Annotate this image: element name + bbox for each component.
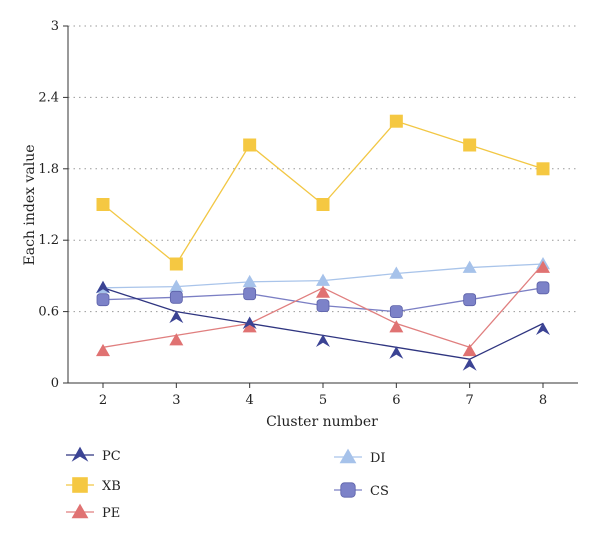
- legend-label: CS: [370, 484, 389, 499]
- series-cs: [96, 281, 550, 319]
- data-point-pe: [316, 285, 330, 298]
- x-tick-label: 6: [392, 393, 400, 408]
- y-tick-label: 1.8: [38, 162, 59, 177]
- data-point-pe: [96, 343, 110, 357]
- data-point-pe: [462, 343, 477, 357]
- x-tick-label: 4: [246, 393, 254, 408]
- legend-marker: [339, 448, 357, 464]
- x-tick-label: 3: [172, 393, 180, 408]
- legend-marker: [71, 503, 89, 519]
- x-tick-label: 2: [99, 393, 107, 408]
- y-tick-label: 2.4: [38, 90, 59, 105]
- data-point-di: [169, 279, 184, 292]
- legend-item-pe: PE: [66, 503, 120, 521]
- data-point-cs: [243, 287, 257, 301]
- legend-marker: [72, 477, 88, 493]
- legend-label: XB: [102, 479, 121, 494]
- data-point-pc: [316, 334, 330, 347]
- x-tick-labels: 2 3 4 5 6 7 8: [99, 383, 547, 408]
- data-point-pe: [536, 260, 550, 273]
- data-point-cs: [463, 293, 477, 307]
- legend-label: DI: [370, 451, 386, 466]
- data-point-pc: [96, 280, 110, 294]
- data-point-pc: [169, 310, 184, 324]
- y-tick-label: 1.2: [38, 233, 59, 248]
- series-layer: [96, 114, 550, 371]
- data-point-pc: [536, 322, 550, 336]
- legend: PC XB PE DI CS: [66, 446, 389, 521]
- series-pe: [96, 260, 550, 357]
- data-point-di: [316, 273, 330, 286]
- data-point-pc: [389, 346, 404, 359]
- x-tick-label: 5: [319, 393, 327, 408]
- y-tick-label: 3: [51, 19, 59, 34]
- data-point-pe: [389, 320, 404, 333]
- x-axis-title: Cluster number: [266, 414, 378, 430]
- series-line-xb: [102, 120, 544, 265]
- legend-item-xb: XB: [66, 477, 121, 494]
- data-point-di: [389, 266, 404, 279]
- legend-label: PE: [102, 506, 120, 521]
- data-point-xb: [536, 162, 550, 176]
- data-point-di: [462, 260, 477, 273]
- grid-layer: [68, 25, 578, 313]
- data-point-cs: [96, 293, 110, 307]
- data-point-xb: [96, 198, 110, 211]
- x-tick-label: 8: [539, 393, 547, 408]
- legend-marker: [340, 482, 356, 498]
- y-tick-labels: 0 0.6 1.2 1.8 2.4 3: [38, 19, 68, 391]
- data-point-di: [242, 274, 257, 288]
- data-point-cs: [389, 305, 403, 319]
- legend-item-di: DI: [334, 448, 386, 466]
- data-point-xb: [169, 257, 183, 271]
- y-tick-label: 0.6: [38, 305, 59, 320]
- data-point-cs: [169, 290, 183, 304]
- data-point-xb: [389, 114, 403, 128]
- legend-label: PC: [102, 449, 121, 464]
- legend-marker: [71, 446, 89, 462]
- data-point-xb: [243, 138, 257, 152]
- data-point-pe: [242, 320, 257, 333]
- y-axis-title: Each index value: [22, 145, 38, 266]
- legend-item-pc: PC: [66, 446, 121, 464]
- x-tick-label: 7: [466, 393, 474, 408]
- data-point-pc: [462, 358, 477, 371]
- series-pc: [96, 280, 550, 371]
- series-xb: [96, 114, 550, 271]
- data-point-cs: [316, 299, 330, 313]
- data-point-pe: [169, 333, 184, 346]
- data-point-pc: [242, 316, 257, 330]
- legend-item-cs: CS: [334, 482, 389, 499]
- data-point-cs: [536, 281, 550, 295]
- data-point-xb: [316, 198, 330, 211]
- y-tick-label: 0: [51, 376, 59, 391]
- data-point-xb: [463, 138, 477, 152]
